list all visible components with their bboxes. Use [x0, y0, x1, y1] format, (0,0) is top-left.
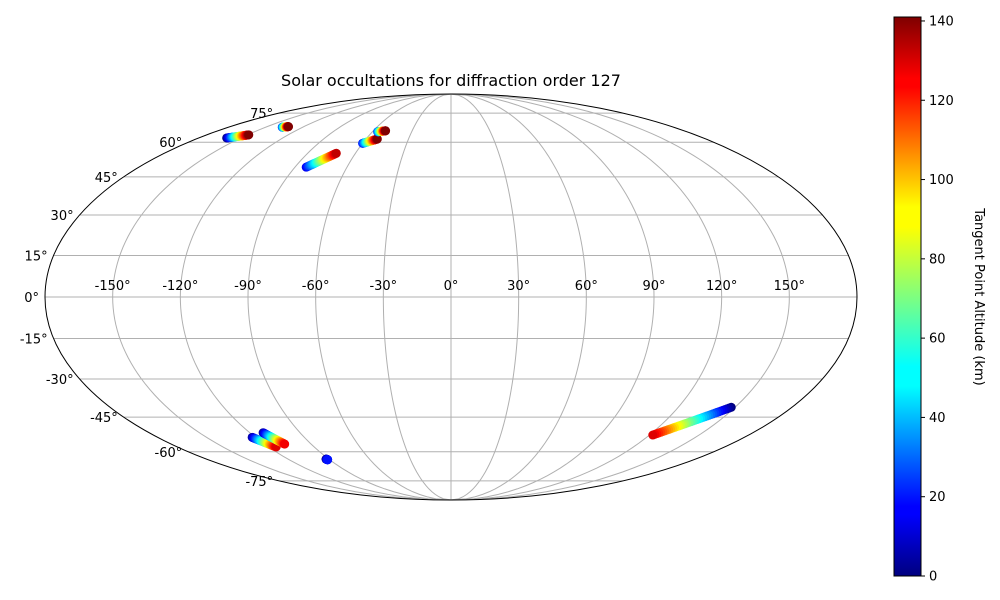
occultation-track — [321, 454, 333, 465]
colorbar-tick-label: 60 — [929, 332, 946, 347]
occultation-point — [372, 134, 382, 144]
latitude-tick-label: 45° — [95, 171, 118, 186]
colorbar-tick-label: 100 — [929, 173, 954, 188]
colorbar-label: Tangent Point Altitude (km) — [971, 207, 986, 385]
graticule — [45, 94, 857, 500]
longitude-tick-label: 0° — [444, 279, 459, 294]
latitude-tick-label: 15° — [25, 249, 48, 264]
colorbar-tick-label: 40 — [929, 411, 946, 426]
occultation-point — [381, 126, 391, 136]
occultation-track — [648, 402, 736, 440]
occultation-track — [373, 126, 391, 137]
occultation-points — [222, 122, 736, 465]
occultation-point — [244, 130, 254, 140]
colorbar-tick-label: 20 — [929, 490, 946, 505]
colorbar — [893, 16, 922, 577]
chart-title: Solar occultations for diffraction order… — [281, 71, 621, 90]
latitude-tick-label: 30° — [51, 209, 74, 224]
longitude-tick-label: -120° — [162, 279, 198, 294]
longitude-tick-label: -90° — [234, 279, 262, 294]
colorbar-tick-label: 0 — [929, 570, 937, 585]
longitude-tick-label: 150° — [774, 279, 805, 294]
longitude-tick-label: 30° — [507, 279, 530, 294]
colorbar-tick-label: 140 — [929, 14, 954, 29]
colorbar-tick-label: 120 — [929, 94, 954, 109]
latitude-tick-label: 75° — [250, 107, 273, 122]
longitude-tick-label: 60° — [575, 279, 598, 294]
occultation-track — [222, 130, 254, 143]
longitude-tick-label: -30° — [369, 279, 397, 294]
longitude-tick-label: 120° — [706, 279, 737, 294]
colorbar-ticks: 0 20 40 60 80 100 120 140 — [921, 14, 954, 585]
latitude-tick-label: -15° — [20, 333, 48, 348]
occultation-point — [284, 122, 294, 132]
occultation-point — [648, 430, 658, 440]
occultation-point — [331, 148, 341, 158]
latitude-tick-label: 60° — [159, 136, 182, 151]
occultation-track — [258, 428, 290, 449]
latitude-tick-label: -75° — [245, 475, 273, 490]
colorbar-tick-label: 80 — [929, 252, 946, 267]
occultation-point — [323, 455, 333, 465]
occultation-track — [277, 122, 294, 132]
longitude-tick-label: -60° — [302, 279, 330, 294]
latitude-tick-label: -45° — [90, 411, 118, 426]
longitude-tick-labels: -150° -120° -90° -60° -30° 0° 30° 60° 90° 120° 150… — [95, 279, 805, 294]
latitude-tick-label: -60° — [155, 446, 183, 461]
occultation-track — [358, 134, 382, 148]
map-boundary — [44, 93, 858, 501]
longitude-tick-label: 90° — [642, 279, 665, 294]
latitude-tick-label: 0° — [24, 291, 39, 306]
latitude-tick-label: -30° — [46, 373, 74, 388]
longitude-tick-label: -150° — [95, 279, 131, 294]
occultation-track — [301, 148, 341, 172]
latitude-tick-labels: 75° 60° 45° 30° 15° 0° -15° -30° -45° -60° -75° — [20, 107, 273, 490]
occultation-point — [280, 439, 290, 449]
